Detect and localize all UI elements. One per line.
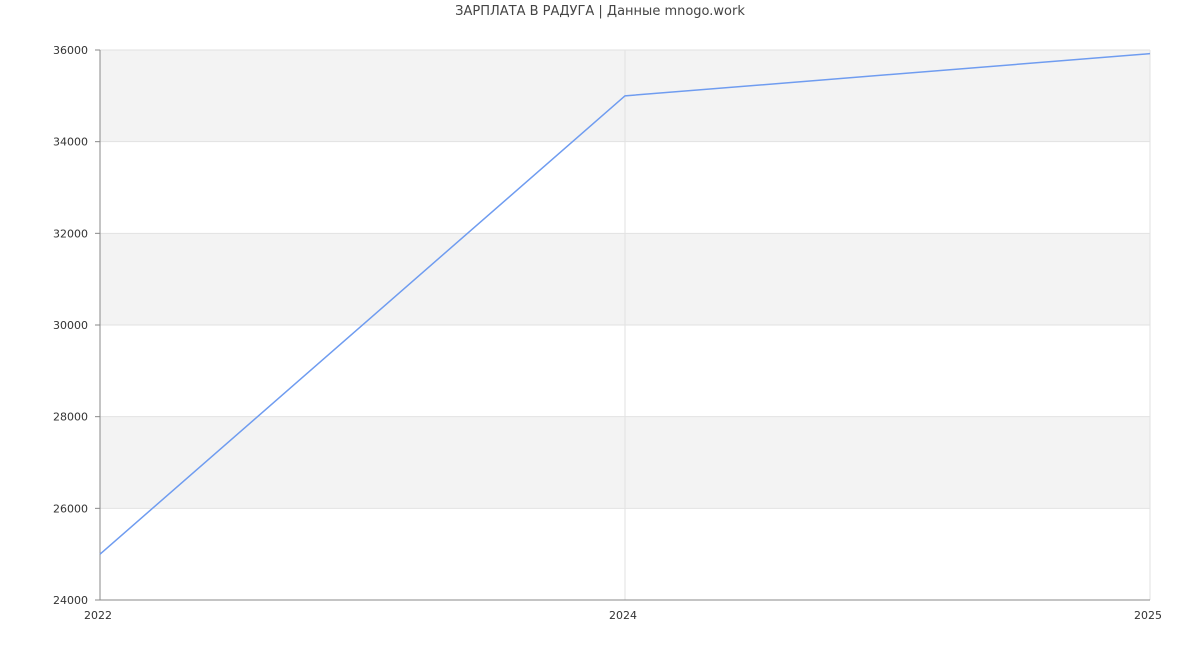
y-tick-label: 26000 — [53, 502, 88, 515]
y-tick-label: 24000 — [53, 594, 88, 607]
y-tick-label: 32000 — [53, 227, 88, 240]
y-tick-label: 30000 — [53, 319, 88, 332]
y-tick-label: 36000 — [53, 44, 88, 57]
x-tick-label: 2022 — [84, 609, 112, 622]
x-tick-label: 2025 — [1134, 609, 1162, 622]
x-tick-label: 2024 — [609, 609, 637, 622]
chart-title: ЗАРПЛАТА В РАДУГА | Данные mnogo.work — [455, 4, 745, 19]
y-tick-label: 34000 — [53, 136, 88, 149]
y-tick-label: 28000 — [53, 411, 88, 424]
